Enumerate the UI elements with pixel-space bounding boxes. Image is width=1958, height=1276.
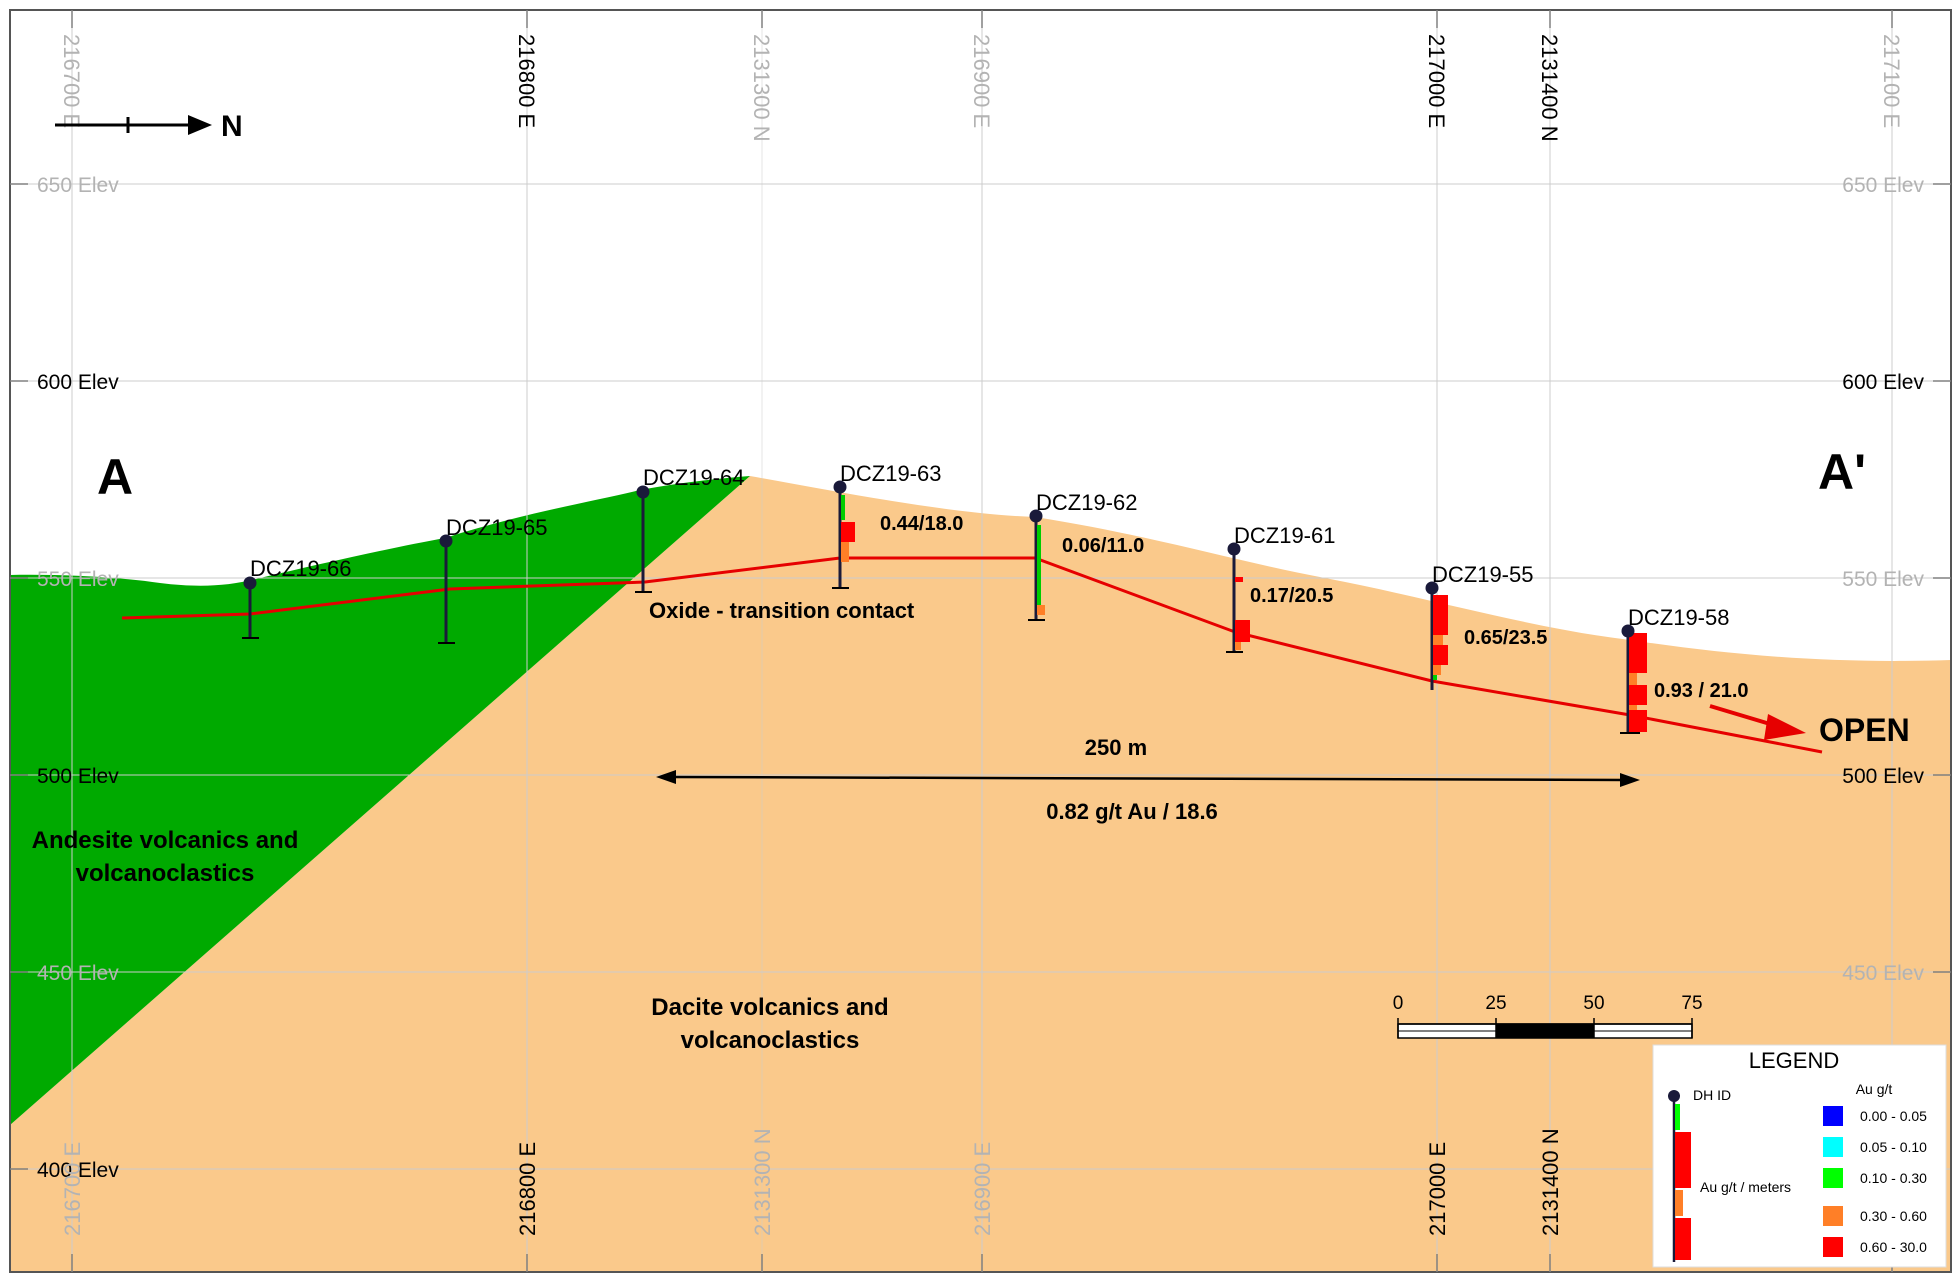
coord-label-2131300-bottom: 2131300 N [750,1128,775,1236]
drillhole-label-dcz19-64: DCZ19-64 [643,465,744,490]
legend-title: LEGEND [1749,1048,1839,1073]
drillhole-dcz19-64 [635,485,652,593]
drillhole-label-dcz19-61: DCZ19-61 [1234,523,1335,548]
map-frame-border [9,9,1952,1273]
arrow-head-icon [188,115,212,135]
legend-bin-4: 0.60 - 30.0 [1860,1239,1927,1255]
drillhole-dcz19-61 [1226,542,1250,653]
open-label: OPEN [1819,712,1910,748]
grid-lines-horizontal [10,183,1951,1170]
elev-label-550-left: 550 Elev [37,568,119,591]
drillhole-label-dcz19-65: DCZ19-65 [446,515,547,540]
interval-label-dcz19-58: 0.93 / 21.0 [1654,680,1749,702]
legend-au-gt-meters-label: Au g/t / meters [1700,1179,1791,1195]
coord-label-2131400-bottom: 2131400 N [1538,1128,1563,1236]
legend-collar-icon [1668,1090,1680,1102]
coord-label-216700-bottom: 216700 E [60,1142,85,1236]
legend-bin-0: 0.00 - 0.05 [1860,1108,1927,1124]
legend-bin-3: 0.30 - 0.60 [1860,1208,1927,1224]
oxide-contact-label: Oxide - transition contact [649,598,915,623]
andesite-unit-label-line1: Andesite volcanics and [32,827,299,854]
coord-label-2131400-top: 2131400 N [1537,34,1562,142]
dacite-unit-label-line1: Dacite volcanics and [651,994,888,1021]
legend-swatch-3 [1823,1206,1843,1226]
legend-bin-2: 0.10 - 0.30 [1860,1170,1927,1186]
interval-label-dcz19-55: 0.65/23.5 [1464,627,1547,649]
section-label-end: A' [1818,444,1866,500]
elev-label-550-right: 550 Elev [1842,568,1924,591]
scale-bar [1397,1018,1693,1039]
drillhole-dcz19-66 [242,576,259,639]
arrow-left-icon [656,770,676,784]
legend: LEGEND Au g/t DH ID Au g/t / meters 0.00… [1652,1044,1947,1268]
elev-label-400-left: 400 Elev [37,1159,119,1182]
arrow-right-icon [1620,773,1640,787]
legend-bin-1: 0.05 - 0.10 [1860,1139,1927,1155]
elev-label-450-left: 450 Elev [37,962,119,985]
drillhole-dcz19-63 [832,480,855,589]
dacite-unit-polygon [10,476,1951,1272]
elev-label-500-left: 500 Elev [37,765,119,788]
drillhole-dcz19-62 [1028,509,1045,621]
drillhole-dcz19-65 [438,534,455,644]
drillhole-label-dcz19-55: DCZ19-55 [1432,562,1533,587]
coord-label-216700-top: 216700 E [59,34,84,128]
legend-swatch-0 [1823,1106,1843,1126]
open-arrow-icon [1764,714,1806,740]
drillhole-label-dcz19-66: DCZ19-66 [250,556,351,581]
elev-label-450-right: 450 Elev [1842,962,1924,985]
section-label-start: A [97,449,133,505]
north-label: N [221,110,243,143]
interval-label-dcz19-63: 0.44/18.0 [880,513,963,535]
drillhole-label-dcz19-62: DCZ19-62 [1036,490,1137,515]
drillhole-dcz19-55 [1425,581,1448,690]
north-arrow [55,115,212,135]
interval-label-dcz19-61: 0.17/20.5 [1250,585,1333,607]
legend-swatch-2 [1823,1168,1843,1188]
elev-label-600-right: 600 Elev [1842,371,1924,394]
elev-label-650-right: 650 Elev [1842,174,1924,197]
elev-label-500-right: 500 Elev [1842,765,1924,788]
legend-dh-id-label: DH ID [1693,1087,1731,1103]
coord-label-2131300-top: 2131300 N [749,34,774,142]
andesite-unit-label-line2: volcanoclastics [76,860,255,887]
elevation-ticks [10,183,1951,1170]
legend-swatch-4 [1823,1237,1843,1257]
elev-label-650-left: 650 Elev [37,174,119,197]
coord-label-216900-top: 216900 E [969,34,994,128]
coord-label-216900-bottom: 216900 E [970,1142,995,1236]
scale-tick-0: 0 [1393,993,1404,1014]
width-label: 250 m [1085,735,1147,760]
coord-label-217000-top: 217000 E [1424,34,1449,128]
coord-label-216800-bottom: 216800 E [515,1142,540,1236]
coord-label-217000-bottom: 217000 E [1425,1142,1450,1236]
coord-label-217100-top: 217100 E [1879,34,1904,128]
scale-tick-75: 75 [1681,993,1702,1014]
legend-swatch-1 [1823,1137,1843,1157]
oxide-transition-contact-line [121,556,1823,754]
scale-tick-50: 50 [1583,993,1604,1014]
drillhole-label-dcz19-63: DCZ19-63 [840,461,941,486]
average-grade-label: 0.82 g/t Au / 18.6 [1046,799,1218,824]
interval-label-dcz19-62: 0.06/11.0 [1062,535,1144,557]
scale-tick-25: 25 [1485,993,1506,1014]
width-dimension-arrow [656,770,1640,787]
elev-label-600-left: 600 Elev [37,371,119,394]
legend-au-header: Au g/t [1856,1081,1893,1097]
coord-label-216800-top: 216800 E [514,34,539,128]
andesite-unit-polygon [10,476,750,1125]
dacite-unit-label-line2: volcanoclastics [681,1027,860,1054]
drillhole-label-dcz19-58: DCZ19-58 [1628,605,1729,630]
drillhole-dcz19-58 [1620,624,1647,734]
